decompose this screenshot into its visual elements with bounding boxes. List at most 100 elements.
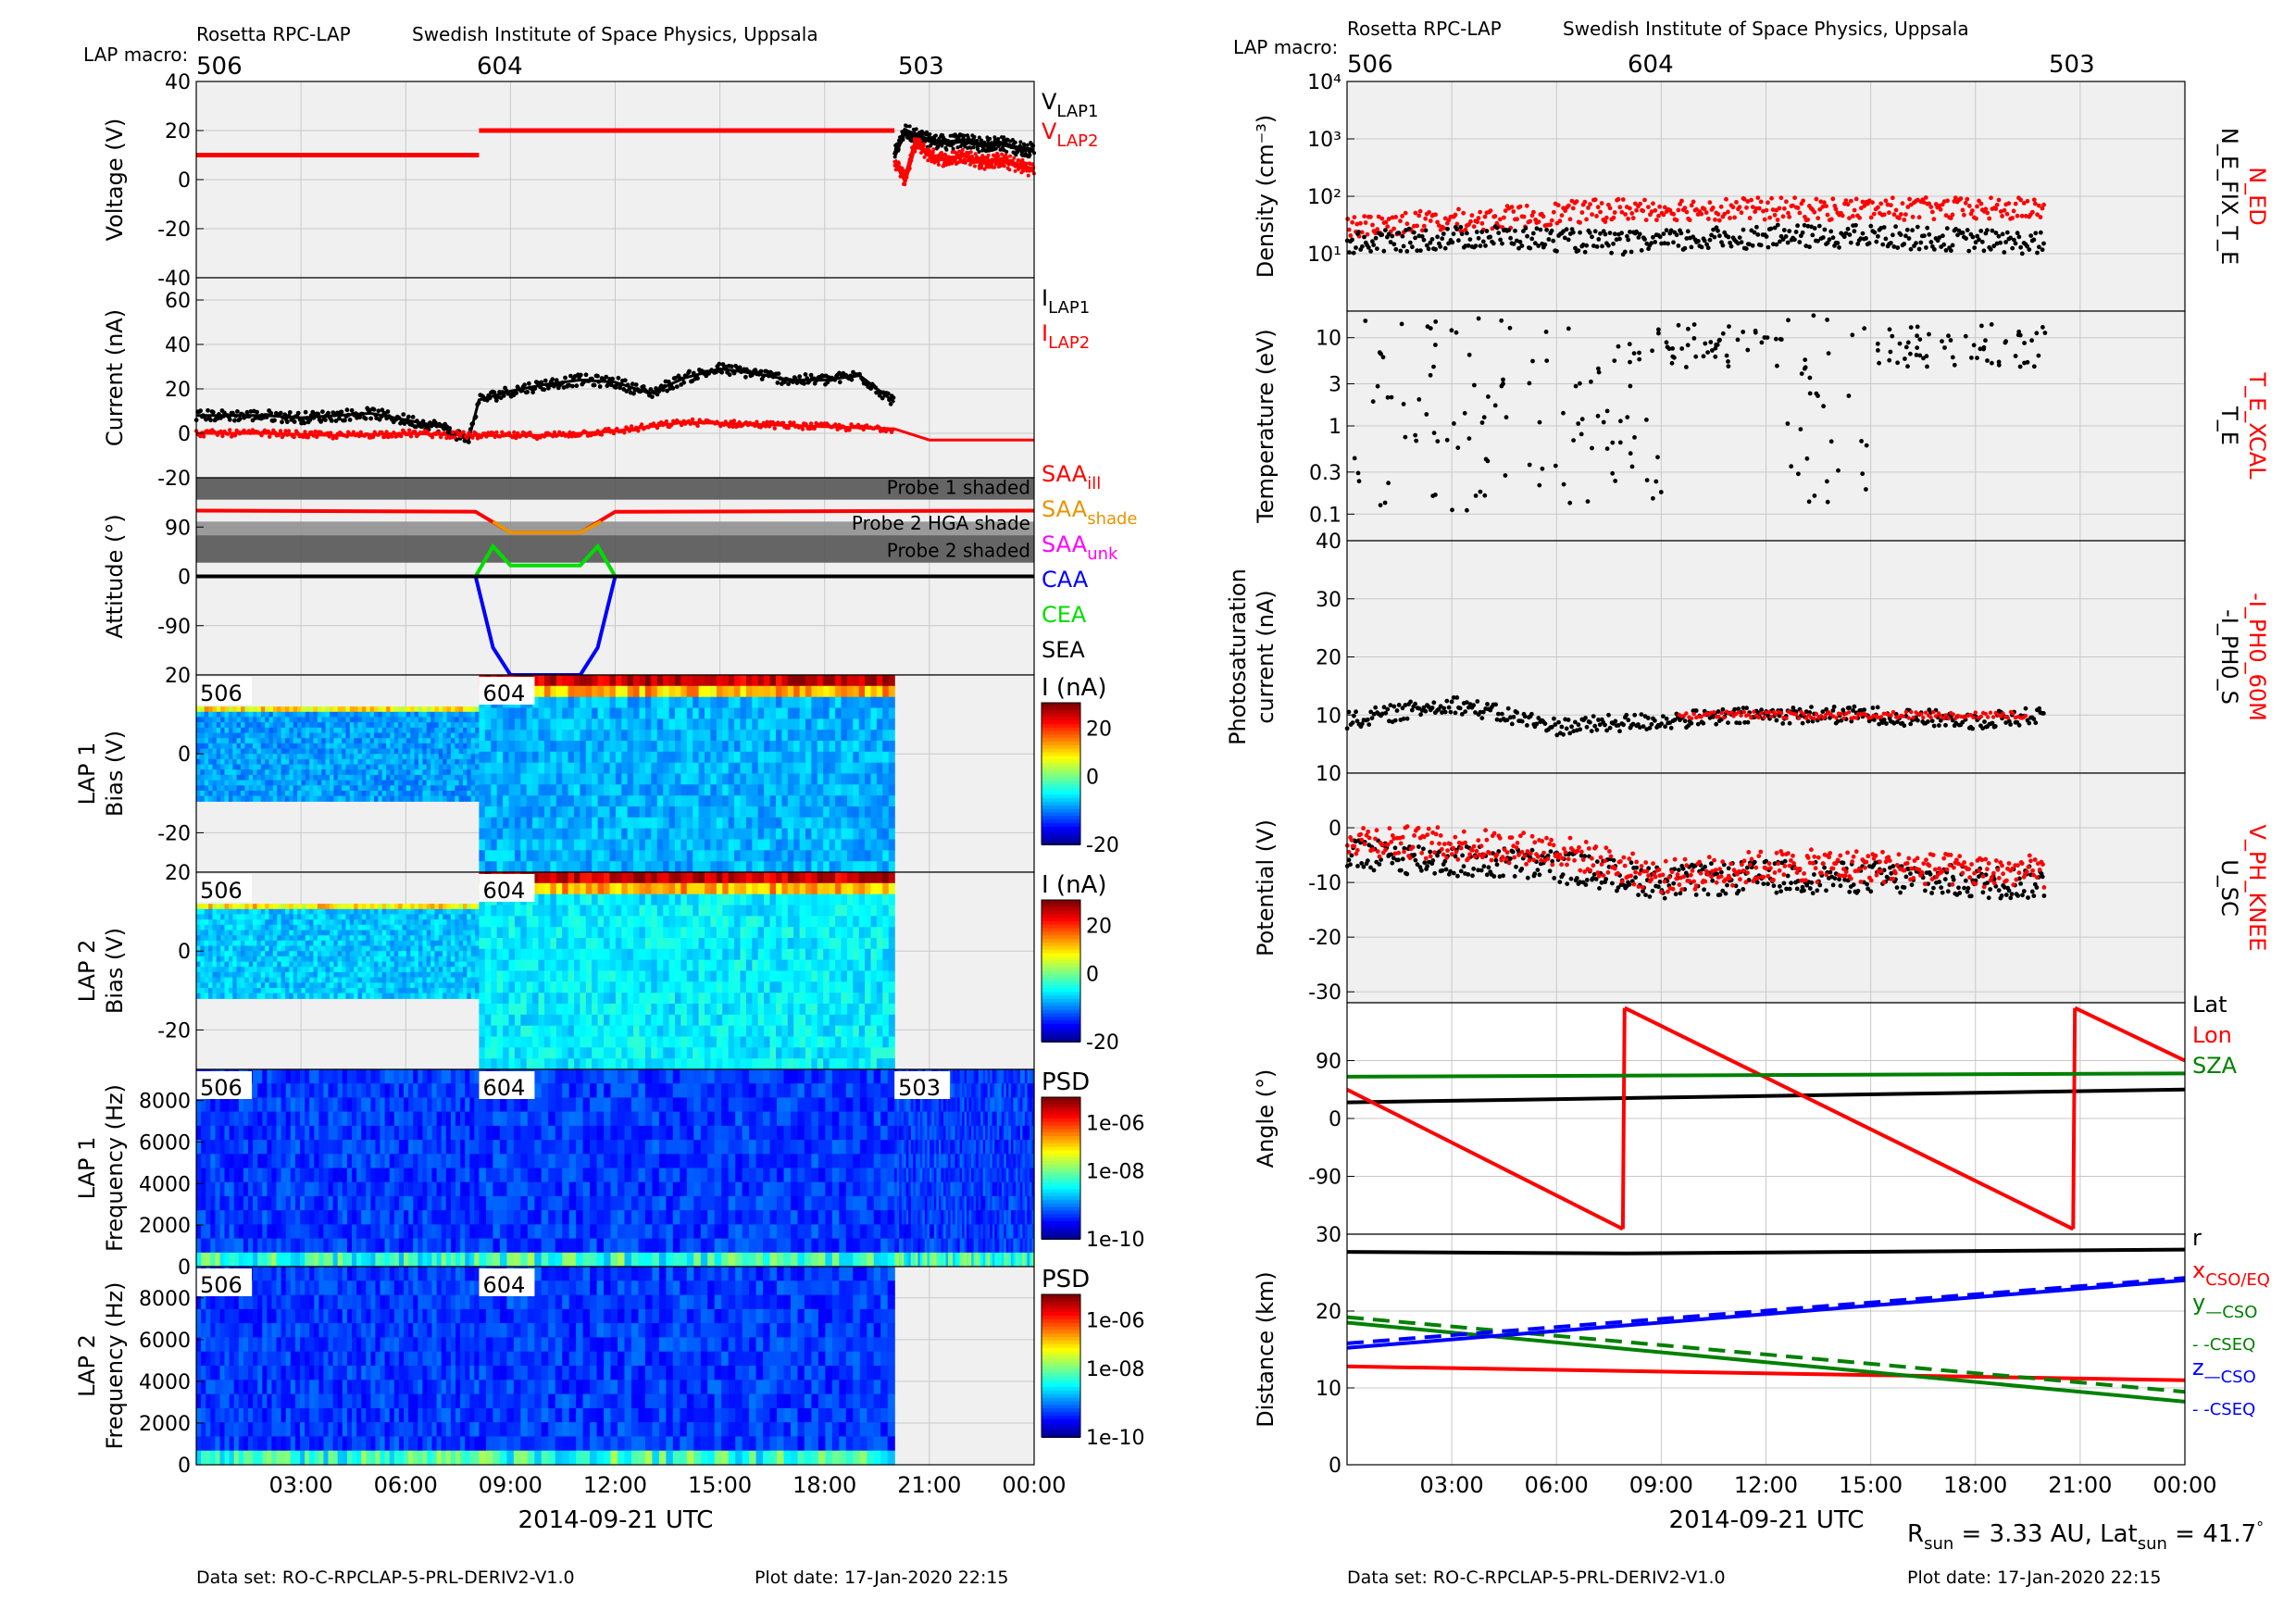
lap1_bias-cell — [393, 795, 399, 802]
lap2_bias-cell — [224, 967, 230, 973]
lap1_bias-cell — [479, 751, 486, 764]
lap1_bias-cell — [693, 685, 700, 698]
lap1_bias-cell — [544, 696, 551, 709]
lap1_bias-cell — [309, 748, 315, 755]
lap1_bias-cell — [639, 850, 646, 862]
ilap2-dot — [833, 422, 838, 427]
lap2_bias-cell — [337, 935, 343, 942]
lap1_bias-cell — [232, 732, 238, 739]
lap2_bias-cell — [232, 956, 238, 963]
lap2_bias-cell — [357, 945, 363, 952]
lap2_bias-cell — [361, 940, 367, 947]
lap1_bias-cell — [555, 839, 563, 851]
lap1_bias-cell — [361, 764, 367, 770]
lap2_bias-cell — [236, 982, 242, 989]
lap2_bias-cell — [204, 924, 209, 931]
lap1_bias-cell — [309, 711, 315, 718]
ilap1-dot — [470, 421, 476, 426]
lap1_bias-cell — [446, 791, 452, 797]
lap2_bias-cell — [253, 961, 258, 968]
lap1_bias-cell — [870, 828, 878, 841]
ilap1-dot — [401, 412, 406, 417]
lap1_bias-cell — [580, 741, 587, 753]
lap2_bias-cell — [220, 967, 226, 973]
lap1_bias-cell — [686, 850, 693, 862]
lap1_bias-cell — [668, 828, 676, 841]
lap1_bias-cell — [342, 738, 347, 744]
lap2_bias-cell — [366, 904, 371, 910]
lap2_bias-cell — [260, 951, 266, 957]
lap1_bias-cell — [846, 817, 854, 830]
lap1_bias-cell — [470, 722, 476, 729]
lap2_bias-cell — [297, 924, 303, 931]
lap1_bias-cell — [615, 730, 622, 742]
lap1_bias-cell — [354, 743, 359, 750]
lap1_bias-cell — [381, 711, 387, 718]
lap2_bias-cell — [337, 967, 343, 973]
lap1_bias-cell — [458, 732, 464, 739]
lap2_bias-cell — [345, 908, 351, 916]
lap2_bias-cell — [253, 982, 258, 989]
lap1_bias-cell — [752, 784, 759, 796]
lap1_bias-cell — [216, 769, 221, 776]
lap2_bias-cell — [200, 924, 206, 931]
vlap1-dot — [1017, 144, 1022, 148]
lap1_bias-cell — [253, 764, 258, 770]
lap1_bias-cell — [882, 795, 890, 807]
lap1_bias-cell — [309, 764, 315, 770]
lap1_bias-cell — [463, 774, 468, 781]
lap1_bias-cell — [544, 675, 551, 687]
lap1_bias-cell — [686, 784, 693, 796]
lap1_bias-cell — [455, 780, 460, 786]
lap1_bias-cell — [450, 743, 455, 750]
lap1_bias-cell — [200, 758, 206, 766]
lap1_bias-cell — [853, 730, 860, 742]
lap1_bias-cell — [293, 769, 298, 776]
lap2_bias-cell — [378, 956, 383, 963]
lap1_bias-cell — [592, 850, 599, 862]
lap1_bias-cell — [680, 817, 688, 830]
ilap1-dot — [376, 408, 381, 414]
lap1_bias-cell — [776, 675, 782, 687]
lap1_bias-cell — [200, 780, 206, 786]
lap1_bias-cell — [386, 727, 392, 734]
lap2_bias-cell — [293, 961, 298, 968]
lap1_bias-cell — [349, 748, 355, 755]
lap1_bias-cell — [216, 717, 221, 723]
lap2_bias-cell — [256, 940, 262, 947]
lap2_bias-cell — [366, 919, 371, 926]
lap1_bias-cell — [693, 696, 700, 709]
lap1_bias-cell — [463, 732, 468, 739]
lap2_bias-cell — [248, 919, 254, 926]
lap1_bias-cell — [398, 764, 404, 770]
lap1_bias-cell — [496, 828, 504, 841]
lap1_bias-cell — [526, 817, 533, 830]
lap1_bias-cell — [277, 738, 282, 744]
lap1_bias-cell — [272, 743, 278, 750]
lap1_bias-cell — [574, 707, 580, 719]
ilap1-dot — [237, 417, 243, 421]
lap1_bias-cell — [342, 706, 347, 713]
lap1_bias-cell — [787, 718, 794, 731]
lap2_bias-cell — [317, 982, 322, 989]
lap2_bias-cell — [289, 930, 294, 936]
lap1_bias-cell — [398, 717, 404, 723]
lap1_bias-cell — [406, 732, 411, 739]
lap1_bias-cell — [455, 764, 460, 770]
lap1_bias-cell — [769, 817, 777, 830]
ilap2-dot — [680, 422, 684, 428]
lap1_bias-cell — [710, 685, 718, 698]
lap1_bias-cell — [592, 828, 599, 841]
lap1_bias-cell — [443, 764, 448, 770]
lap1_bias-cell — [846, 762, 854, 775]
lap1_bias-cell — [475, 743, 480, 750]
lap1_bias-cell — [781, 707, 789, 719]
lap1_bias-cell — [354, 732, 359, 739]
lap2_bias-cell — [232, 951, 238, 957]
lap2_bias-cell — [204, 982, 209, 989]
lap1_bias-cell — [651, 751, 658, 764]
lap1_bias-cell — [693, 861, 700, 873]
lap1_bias-cell — [470, 717, 476, 723]
lap1_bias-cell — [752, 707, 759, 719]
lap1_bias-ytick-label: 0 — [178, 743, 191, 767]
